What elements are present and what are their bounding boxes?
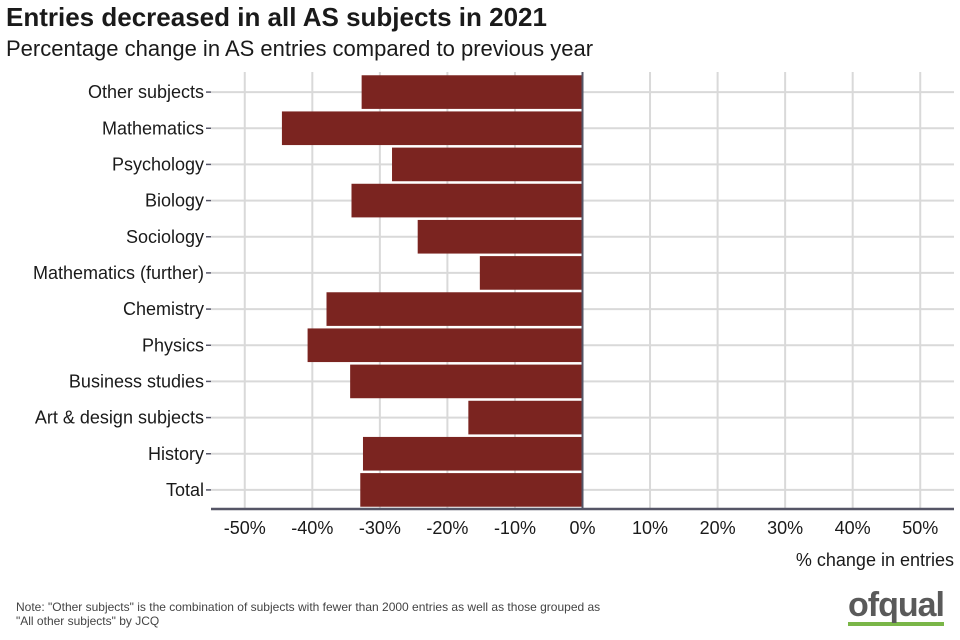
category-label-8: Business studies (69, 371, 204, 391)
category-label-11: Total (166, 480, 204, 500)
category-label-4: Sociology (126, 227, 204, 247)
footnote-line-2: "All other subjects" by JCQ (16, 614, 160, 628)
x-tick-label-2: -30% (359, 518, 401, 538)
bar-1 (281, 111, 583, 146)
bar-5 (479, 256, 583, 290)
chart-title: Entries decreased in all AS subjects in … (6, 2, 547, 32)
bar-7 (307, 328, 583, 363)
category-label-1: Mathematics (102, 118, 204, 138)
x-axis-title: % change in entries (796, 550, 954, 570)
bar-6 (326, 292, 583, 326)
logo-underline (848, 622, 944, 626)
x-tick-label-9: 40% (835, 518, 871, 538)
x-tick-label-0: -50% (224, 518, 266, 538)
footnote: Note: "Other subjects" is the combinatio… (16, 600, 756, 628)
bar-10 (362, 436, 583, 471)
bar-9 (468, 400, 583, 435)
x-tick-label-6: 10% (632, 518, 668, 538)
bar-2 (392, 147, 583, 182)
category-label-0: Other subjects (88, 82, 204, 102)
category-label-5: Mathematics (further) (33, 263, 204, 283)
x-tick-label-7: 20% (700, 518, 736, 538)
category-label-3: Biology (145, 191, 204, 211)
x-tick-label-1: -40% (291, 518, 333, 538)
bar-4 (417, 219, 583, 254)
bar-8 (350, 364, 583, 399)
logo-text: ofqual (848, 586, 945, 624)
category-label-10: History (148, 444, 204, 464)
footnote-line-1: Note: "Other subjects" is the combinatio… (16, 600, 601, 614)
x-tick-label-8: 30% (767, 518, 803, 538)
x-tick-label-5: 0% (569, 518, 595, 538)
category-label-7: Physics (142, 335, 204, 355)
ofqual-logo: ofqual (848, 586, 945, 628)
chart-subtitle: Percentage change in AS entries compared… (6, 36, 594, 61)
category-label-6: Chemistry (123, 299, 204, 319)
x-tick-label-3: -20% (426, 518, 468, 538)
category-label-2: Psychology (112, 154, 204, 174)
bar-0 (361, 75, 583, 109)
category-label-9: Art & design subjects (35, 408, 204, 428)
bar-3 (351, 183, 583, 218)
x-tick-label-10: 50% (902, 518, 938, 538)
x-tick-label-4: -10% (494, 518, 536, 538)
bar-11 (360, 473, 583, 507)
